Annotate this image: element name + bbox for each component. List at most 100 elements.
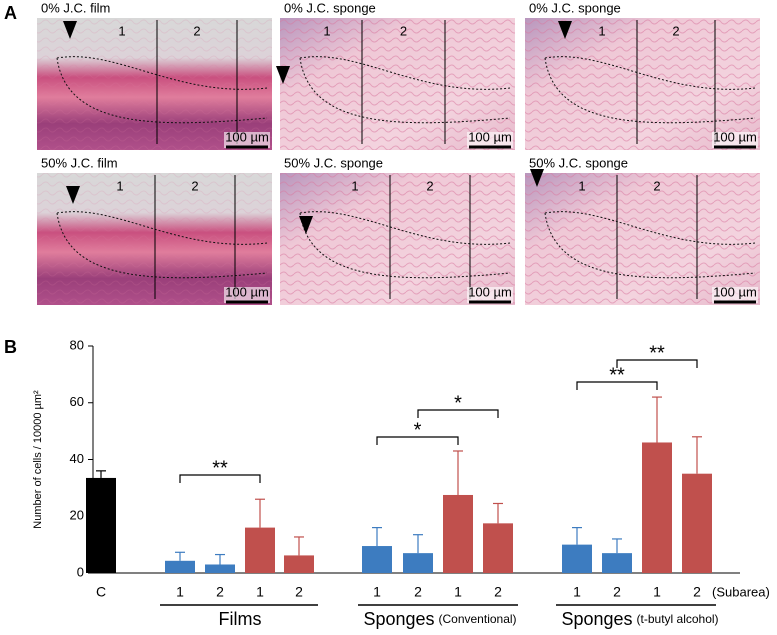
x-tick-label: 1 xyxy=(454,584,462,600)
subarea-number: 1 xyxy=(118,23,125,38)
significance-bracket xyxy=(179,474,261,483)
bar xyxy=(602,553,632,573)
subarea-number: 1 xyxy=(578,178,585,193)
scale-label: 100 µm xyxy=(225,284,269,299)
histology-texture xyxy=(280,18,515,150)
significance-bracket xyxy=(417,409,499,418)
image-label: 50% J.C. film xyxy=(41,155,118,170)
x-tick-label: 1 xyxy=(176,584,184,600)
scale-label: 100 µm xyxy=(468,129,512,144)
panel-label: A xyxy=(4,3,17,23)
tissue-outline xyxy=(56,56,268,124)
subarea-number: 1 xyxy=(116,178,123,193)
bar xyxy=(205,564,235,573)
group-note: (t-butyl alcohol) xyxy=(637,612,719,626)
subarea-number: 1 xyxy=(598,23,605,38)
significance-bracket xyxy=(616,359,698,368)
image-label: 0% J.C. sponge xyxy=(529,0,621,15)
x-tick-label: 2 xyxy=(494,584,502,600)
x-tick-label: 1 xyxy=(653,584,661,600)
x-tick-label: 1 xyxy=(256,584,264,600)
scale-bg xyxy=(467,132,513,148)
x-tick-label: 2 xyxy=(216,584,224,600)
subarea-label: (Subarea) xyxy=(712,584,770,599)
group-label: Films xyxy=(219,609,262,629)
subarea-number: 2 xyxy=(193,23,200,38)
scale-label: 100 µm xyxy=(225,129,269,144)
image-label: 50% J.C. sponge xyxy=(529,155,628,170)
histology-texture xyxy=(280,173,515,305)
arrowhead xyxy=(299,216,313,234)
group-name: Sponges xyxy=(561,609,632,629)
bar xyxy=(443,494,473,573)
scale-label: 100 µm xyxy=(468,284,512,299)
tissue-outline xyxy=(299,56,511,124)
subarea-number: 2 xyxy=(191,178,198,193)
bar xyxy=(165,560,195,573)
x-tick-label: 1 xyxy=(373,584,381,600)
x-tick-label: 2 xyxy=(414,584,422,600)
x-tick-label: 2 xyxy=(693,584,701,600)
group-label: Sponges (t-butyl alcohol) xyxy=(561,609,718,629)
arrowhead xyxy=(63,21,77,39)
bar xyxy=(562,544,592,573)
scale-label: 100 µm xyxy=(713,284,757,299)
bar xyxy=(86,477,116,573)
tissue-outline xyxy=(544,56,756,124)
scale-bg xyxy=(712,132,758,148)
arrowhead xyxy=(276,66,290,84)
bar xyxy=(403,553,433,573)
scale-label: 100 µm xyxy=(713,129,757,144)
scale-bg xyxy=(467,287,513,303)
arrowhead xyxy=(558,21,572,39)
significance-label: ** xyxy=(212,457,228,479)
y-tick-label: 40 xyxy=(70,451,84,466)
x-tick-label: 2 xyxy=(613,584,621,600)
bar xyxy=(682,473,712,573)
image-label: 0% J.C. film xyxy=(41,0,110,15)
image-label: 50% J.C. sponge xyxy=(284,155,383,170)
histology-texture xyxy=(37,18,272,150)
subarea-number: 2 xyxy=(400,23,407,38)
y-tick-label: 20 xyxy=(70,508,84,523)
group-label: Sponges (Conventional) xyxy=(363,609,516,629)
panel-label: B xyxy=(4,337,17,357)
histology-texture xyxy=(525,18,760,150)
group-name: Sponges xyxy=(363,609,434,629)
group-name: Films xyxy=(219,609,262,629)
tissue-outline xyxy=(544,211,756,279)
scale-bg xyxy=(712,287,758,303)
significance-label: ** xyxy=(649,342,665,364)
bar xyxy=(245,527,275,573)
y-tick-label: 60 xyxy=(70,394,84,409)
x-tick-label: 2 xyxy=(295,584,303,600)
bar xyxy=(642,442,672,573)
subarea-number: 2 xyxy=(672,23,679,38)
subarea-number: 2 xyxy=(653,178,660,193)
subarea-number: 1 xyxy=(351,178,358,193)
scale-bg xyxy=(224,287,270,303)
significance-bracket xyxy=(376,436,459,445)
scale-bg xyxy=(224,132,270,148)
significance-label: * xyxy=(454,392,462,414)
significance-bracket xyxy=(576,381,658,390)
group-note: (Conventional) xyxy=(439,612,517,626)
subarea-number: 2 xyxy=(426,178,433,193)
histology-texture xyxy=(525,173,760,305)
y-tick-label: 0 xyxy=(77,564,84,579)
bar xyxy=(362,546,392,573)
bar xyxy=(483,523,513,573)
x-tick-label: 1 xyxy=(573,584,581,600)
y-tick-label: 80 xyxy=(70,337,84,352)
significance-label: * xyxy=(414,419,422,441)
tissue-outline xyxy=(299,211,511,279)
image-label: 0% J.C. sponge xyxy=(284,0,376,15)
y-axis-label: Number of cells / 10000 µm² xyxy=(32,390,44,529)
arrowhead xyxy=(66,186,80,204)
bar xyxy=(284,555,314,573)
arrowhead xyxy=(530,169,544,187)
significance-label: ** xyxy=(609,364,625,386)
x-tick-label: C xyxy=(96,584,106,600)
subarea-number: 1 xyxy=(323,23,330,38)
